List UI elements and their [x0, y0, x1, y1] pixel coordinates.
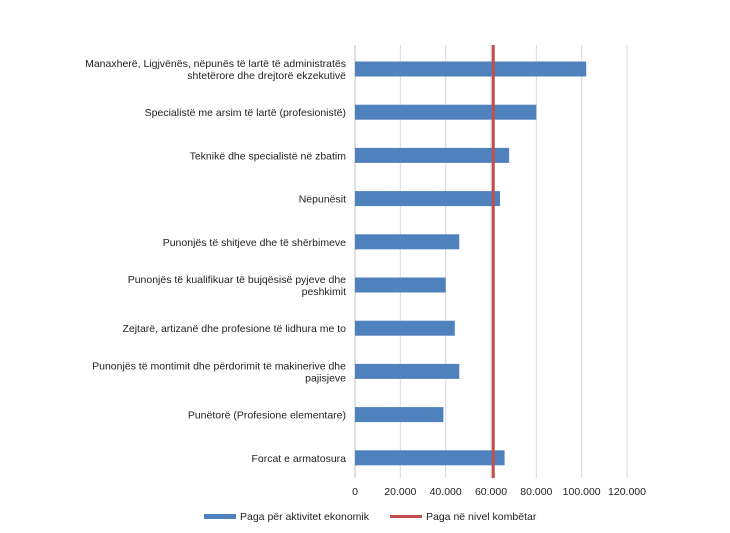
category-label: Teknikë dhe specialistë në zbatim	[190, 150, 347, 162]
category-label: Nëpunësit	[299, 194, 346, 206]
x-tick-label: 60.000	[475, 486, 507, 498]
category-label: Punëtorë (Profesione elementare)	[188, 410, 346, 422]
bar	[355, 363, 460, 379]
bar	[355, 104, 537, 120]
bar	[355, 191, 501, 207]
category-label: Punonjës të shitjeve dhe të shërbimeve	[163, 237, 346, 249]
category-label: Punonjës të montimit dhe përdorimit të m…	[92, 360, 346, 384]
category-label: Specialistë me arsim të lartë (profesion…	[145, 107, 346, 119]
category-label: Forcat e armatosura	[251, 453, 346, 465]
legend: Paga për aktivitet ekonomik Paga në nivel…	[204, 511, 537, 523]
category-label: Manaxherë, Ligjvënës, nëpunës të lartë t…	[85, 58, 346, 82]
legend-label-bar: Paga për aktivitet ekonomik	[240, 511, 370, 523]
x-tick-label: 20.000	[384, 486, 416, 498]
bar	[355, 277, 446, 293]
legend-swatch-bar	[204, 514, 236, 519]
category-labels: Manaxherë, Ligjvënës, nëpunës të lartë t…	[85, 58, 346, 465]
x-tick-label: 100.000	[563, 486, 601, 498]
x-tick-label: 0	[352, 486, 358, 498]
category-label: Punonjës të kualifikuar të bujqësisë pyj…	[128, 274, 346, 298]
x-axis-ticks: 0 20.000 40.000 60.000 80.000 100.000 120.000	[352, 486, 646, 498]
bar	[355, 320, 455, 336]
bar	[355, 147, 510, 163]
bar	[355, 450, 505, 466]
bar	[355, 407, 444, 423]
x-tick-label: 80.000	[520, 486, 552, 498]
bars	[355, 61, 587, 466]
x-tick-label: 120.000	[608, 486, 646, 498]
category-label: Zejtarë, artizanë dhe profesione të lidh…	[122, 323, 346, 335]
bar	[355, 234, 460, 250]
bar	[355, 61, 587, 77]
x-tick-label: 40.000	[430, 486, 462, 498]
legend-label-reference: Paga në nivel kombëtar	[426, 511, 537, 523]
